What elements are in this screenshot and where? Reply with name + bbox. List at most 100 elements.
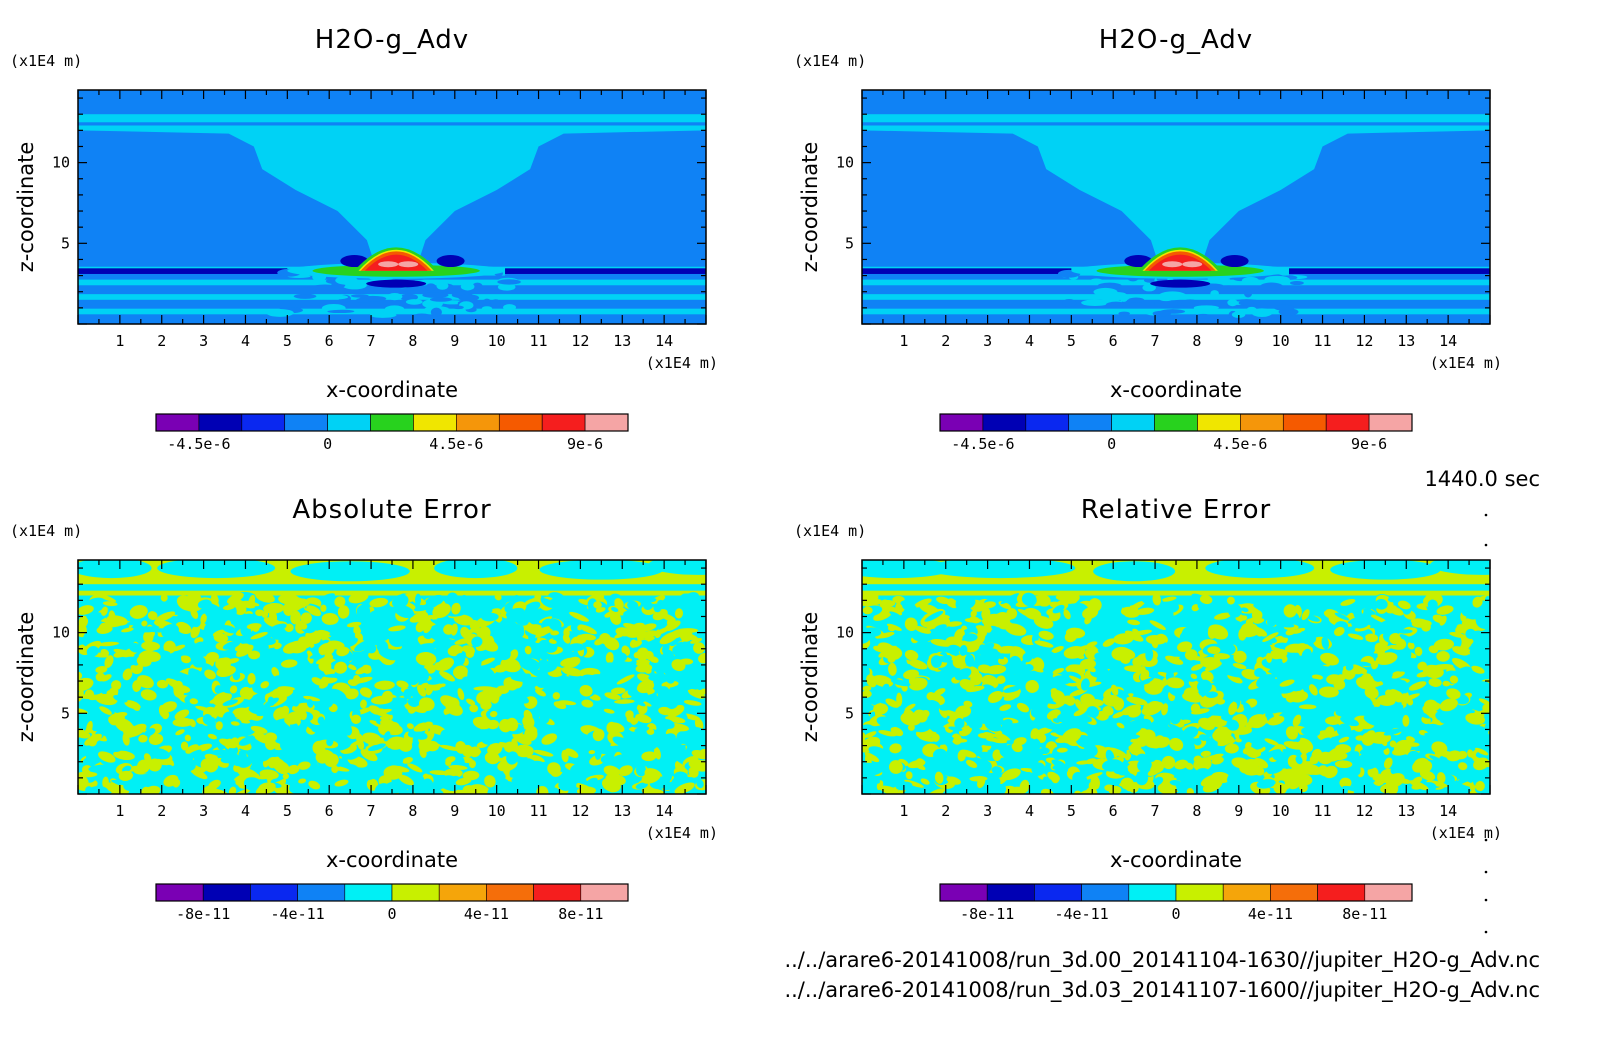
contour-band xyxy=(479,657,495,666)
contour-band xyxy=(1199,620,1214,629)
contour-band xyxy=(1193,305,1219,311)
contour-band xyxy=(1414,743,1436,752)
contour-band xyxy=(981,786,997,794)
contour-band xyxy=(641,771,661,784)
contour-band xyxy=(1040,721,1058,730)
contour-band xyxy=(161,624,180,639)
contour-band xyxy=(1306,614,1320,622)
contour-band xyxy=(261,637,276,646)
contour-band xyxy=(610,754,633,766)
contour-band xyxy=(511,738,518,751)
colorbar-swatch xyxy=(284,413,328,432)
contour-band xyxy=(648,675,659,682)
contour-band xyxy=(289,780,306,794)
contour-band xyxy=(985,711,998,721)
contour-band xyxy=(124,700,141,710)
contour-band xyxy=(1261,697,1275,708)
contour-band xyxy=(148,733,164,745)
contour-band xyxy=(1371,745,1390,754)
colorbar-swatch xyxy=(541,413,586,432)
contour-band xyxy=(696,684,703,691)
contour-band xyxy=(102,601,118,607)
contour-band xyxy=(1376,695,1396,706)
contour-band xyxy=(415,652,437,666)
contour-band xyxy=(1169,710,1182,725)
contour-band xyxy=(1414,646,1423,656)
x-tick-label: 4 xyxy=(241,332,250,350)
contour-band xyxy=(1082,606,1099,619)
contour-band xyxy=(698,653,706,664)
contour-band xyxy=(1145,738,1164,749)
contour-band xyxy=(947,765,965,773)
y-tick-label: 10 xyxy=(836,624,854,642)
contour-band xyxy=(690,726,704,732)
contour-band xyxy=(1346,651,1359,665)
contour-band xyxy=(306,605,322,617)
contour-band xyxy=(1169,737,1184,751)
contour-band xyxy=(1241,276,1260,285)
contour-band xyxy=(878,730,897,737)
contour-band xyxy=(635,763,646,777)
contour-band xyxy=(423,621,433,634)
contour-band xyxy=(1038,630,1054,640)
contour-band xyxy=(369,762,382,769)
contour-band xyxy=(438,779,458,792)
colorbar-swatch xyxy=(370,413,414,432)
contour-band xyxy=(371,695,393,705)
contour-band xyxy=(1096,723,1105,737)
contour-band xyxy=(539,711,550,725)
x-tick-label: 1 xyxy=(899,802,908,820)
contour-band xyxy=(562,710,576,720)
contour-band xyxy=(1111,646,1132,661)
contour-band xyxy=(215,721,223,731)
contour-band xyxy=(1073,708,1087,717)
contour-band xyxy=(184,734,191,742)
contour-band xyxy=(104,723,119,735)
contour-band xyxy=(1029,748,1047,759)
contour-band xyxy=(968,719,983,730)
contour-band xyxy=(113,695,128,703)
contour-band xyxy=(455,777,472,786)
contour-band xyxy=(1310,694,1328,704)
contour-band xyxy=(222,711,236,725)
colorbar-swatch xyxy=(456,413,500,432)
contour-band xyxy=(326,688,347,703)
contour-band xyxy=(481,733,496,745)
contour-band xyxy=(1384,757,1393,769)
contour-band xyxy=(990,625,1002,632)
contour-band xyxy=(1352,751,1360,758)
contour-band xyxy=(904,617,918,631)
contour-band xyxy=(1064,631,1077,643)
contour-band xyxy=(1005,623,1027,636)
x-tick-label: 13 xyxy=(1397,802,1415,820)
contour-band xyxy=(672,644,694,659)
y-tick-label: 5 xyxy=(845,234,854,252)
contour-band xyxy=(1150,279,1211,288)
contour-band xyxy=(665,733,676,741)
contour-band xyxy=(964,653,975,667)
contour-band xyxy=(296,287,316,295)
contour-band xyxy=(569,643,585,651)
contour-band xyxy=(183,783,191,794)
contour-band xyxy=(1070,777,1088,789)
contour-band xyxy=(1182,261,1203,268)
contour-band xyxy=(908,659,928,670)
contour-band xyxy=(175,621,192,635)
contour-band xyxy=(1126,696,1148,706)
contour-band xyxy=(127,620,144,626)
contour-band xyxy=(326,736,334,747)
contour-band xyxy=(499,649,511,661)
contour-band xyxy=(693,642,705,654)
y-tick-label: 10 xyxy=(52,624,70,642)
contour-band xyxy=(344,637,358,648)
contour-band xyxy=(1267,715,1285,726)
contour-band xyxy=(1006,664,1024,676)
contour-band xyxy=(1168,699,1190,705)
contour-band xyxy=(1168,723,1185,734)
contour-band xyxy=(966,621,977,631)
contour-band xyxy=(414,605,431,612)
contour-band xyxy=(1105,668,1125,683)
contour-band xyxy=(572,710,585,716)
contour-band xyxy=(489,691,500,704)
